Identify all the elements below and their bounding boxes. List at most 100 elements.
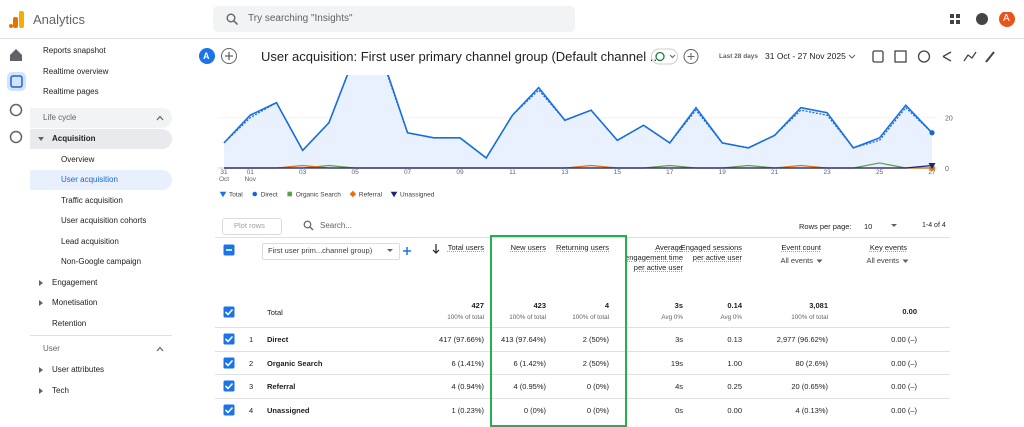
nav-item[interactable]: Monetisation [52,298,97,307]
home-icon[interactable] [10,49,22,61]
search-icon-part [304,221,311,228]
row-name[interactable]: Unassigned [267,406,310,415]
section-chevron[interactable] [156,346,164,352]
nav-item[interactable]: Non-Google campaign [61,257,141,266]
nav-item[interactable]: Traffic acquisition [61,196,123,205]
nav-item[interactable]: Engagement [52,278,97,287]
rows-per-page[interactable]: 10 [864,222,872,231]
row-cell: 0.00 [727,406,742,415]
nav-item[interactable]: User attributes [52,365,104,374]
add-comparison[interactable] [220,47,238,65]
header-tools[interactable] [848,48,998,66]
row-name[interactable]: Referral [267,382,295,391]
highlight-box [490,235,627,427]
edit-icon[interactable] [986,52,994,62]
expand-arrow[interactable] [38,387,44,395]
x-tick-label: 13 [561,169,569,176]
column-filter[interactable]: All events [780,256,813,265]
row-checkbox[interactable] [223,357,235,369]
row-cell: 4s [675,382,683,391]
expand-arrow[interactable] [38,279,44,287]
legend-label: Total [229,192,243,199]
row-checkbox[interactable] [223,380,235,392]
row-checkbox-part [224,334,235,345]
logo-bar [19,11,24,28]
insights-icon[interactable] [964,52,976,61]
row-checkbox[interactable] [223,404,235,416]
apps-dot [950,20,954,24]
x-tick-label: 07 [404,169,412,176]
tool-icon[interactable] [895,51,906,62]
dimension-tools[interactable] [386,246,414,256]
nav-item[interactable]: User acquisition [61,175,118,184]
row-cell: 19s [671,359,683,368]
date-caret[interactable] [849,55,855,58]
nav-item[interactable]: Retention [52,319,86,328]
nav-item[interactable]: Reports snapshot [43,46,106,55]
expand-arrow-part [39,300,43,306]
rows-per-page-label: Rows per page: [799,222,852,231]
total-value: 0.00 [902,307,917,316]
column-header-label[interactable]: Key events [870,243,907,252]
total-value: 0.14 [727,301,742,310]
nav-section-title[interactable]: User [43,344,60,353]
row-name[interactable]: Direct [267,335,288,344]
collapse-arrow[interactable] [37,136,45,142]
rows-caret[interactable] [890,223,898,229]
row-cell: 0.00 (–) [891,382,917,391]
nav-item[interactable]: Lead acquisition [61,237,119,246]
column-header[interactable]: Key events [837,243,907,253]
row-checkbox[interactable] [223,306,235,318]
search-icon-part [310,227,313,230]
row-cell: 0.25 [727,382,742,391]
apps-icon[interactable] [950,14,960,24]
filter-caret[interactable] [816,259,823,264]
caret [387,249,393,252]
add-dimension[interactable] [403,247,411,255]
date-range[interactable]: 31 Oct - 27 Nov 2025 [765,51,846,61]
section-chevron[interactable] [156,115,164,121]
x-tick-month: Oct [219,176,229,183]
nav-section-title[interactable]: Life cycle [43,113,76,122]
column-header-label[interactable]: Engaged sessions per active user [681,243,742,262]
caret [670,55,675,58]
x-tick-label: 31 [220,169,228,176]
filter-caret-part [817,260,823,264]
nav-item[interactable]: Overview [61,155,94,164]
row-cell: 417 (97.66%) [439,335,484,344]
tool-icon[interactable] [919,51,930,62]
nav-item[interactable]: Tech [52,386,69,395]
search-icon-part [227,14,235,22]
nav-item[interactable]: Realtime pages [43,87,99,96]
nav-group[interactable]: Acquisition [52,134,96,143]
column-header-label[interactable]: Event count [781,243,821,252]
expand-arrow[interactable] [38,299,44,307]
expand-arrow[interactable] [38,366,44,374]
x-tick-label: 03 [299,169,307,176]
column-header[interactable]: Event count [751,243,821,253]
row-checkbox[interactable] [223,244,235,256]
table-search[interactable]: Search... [320,221,352,230]
total-value: 427 [471,301,484,310]
share-icon[interactable] [943,52,951,61]
column-filter[interactable]: All events [866,256,899,265]
filter-caret[interactable] [902,259,909,264]
avatar-letter: A [1003,13,1010,24]
column-header[interactable]: Total users [414,243,484,253]
apps-dot [956,20,960,24]
column-header[interactable]: Engaged sessions per active user [672,243,742,263]
title-actions[interactable] [651,48,706,66]
section-chevron-part [157,348,163,352]
nav-item[interactable]: User acquisition cohorts [61,216,146,225]
add-plus [225,52,233,60]
nav-item[interactable]: Realtime overview [43,67,108,76]
row-checkbox-part [224,404,235,415]
row-cell: 0.00 (–) [891,406,917,415]
row-name[interactable]: Organic Search [267,359,322,368]
status-check [656,53,664,61]
help-icon[interactable] [976,13,988,25]
x-tick-label: 09 [456,169,464,176]
row-checkbox[interactable] [223,333,235,345]
tool-icon[interactable] [873,51,883,62]
table-search-icon [303,220,314,231]
